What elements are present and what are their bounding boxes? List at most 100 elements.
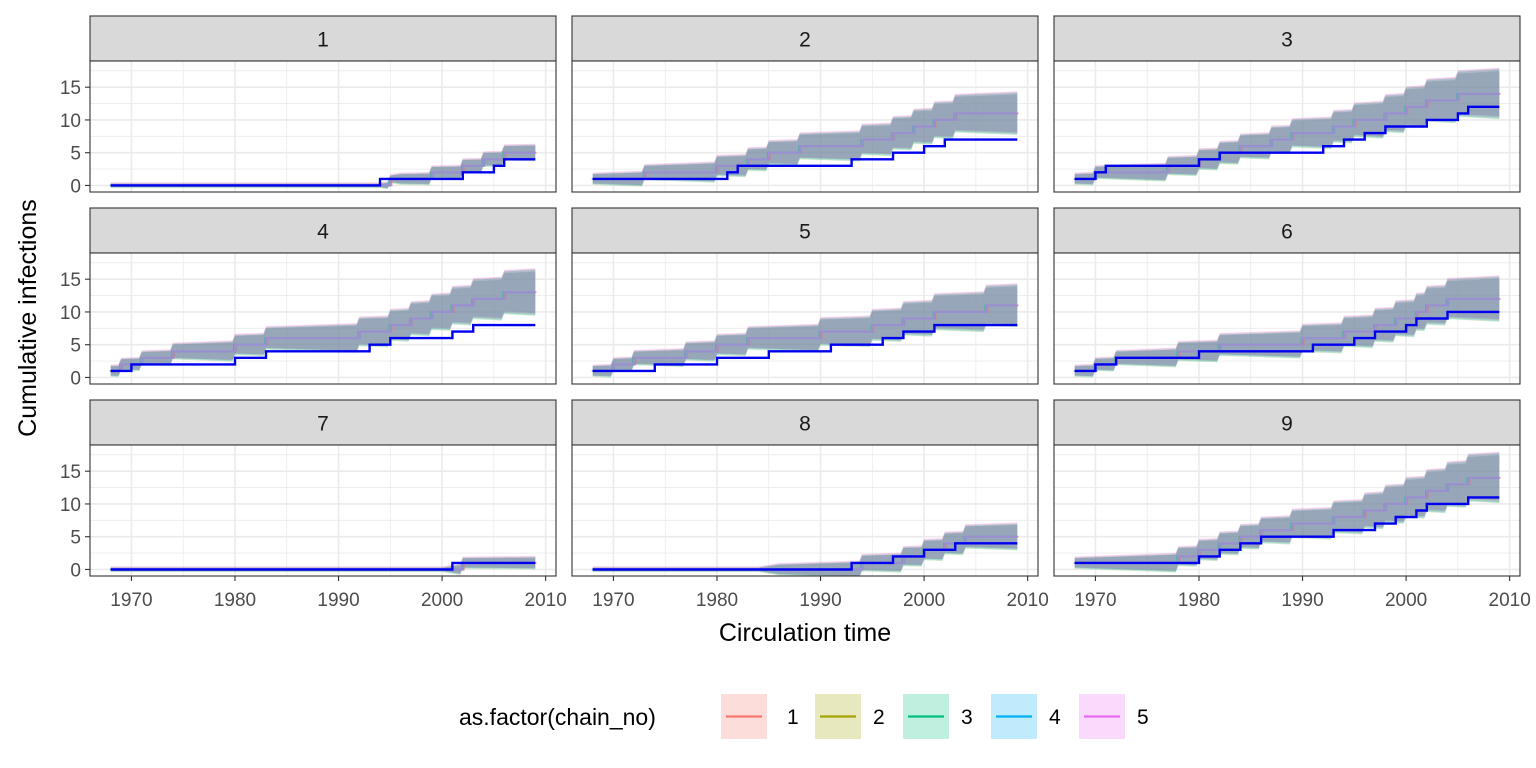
facet-strip-label: 5 bbox=[799, 221, 811, 244]
credible-band-chain-5 bbox=[110, 268, 536, 376]
credible-band-chain-3 bbox=[110, 144, 536, 189]
facet-strip bbox=[571, 399, 1039, 446]
panel-border bbox=[571, 252, 1039, 385]
credible-band-chain-1 bbox=[110, 143, 536, 188]
credible-band-chain-2 bbox=[1074, 453, 1500, 573]
y-tick-label: 15 bbox=[60, 462, 81, 483]
credible-band-chain-1 bbox=[110, 268, 536, 376]
facet-strip bbox=[571, 15, 1039, 62]
observed-line bbox=[592, 542, 1018, 571]
legend-label-2: 2 bbox=[873, 706, 885, 729]
credible-band-chain-2 bbox=[1074, 277, 1500, 378]
legend-title: as.factor(chain_no) bbox=[459, 704, 656, 730]
panel-background bbox=[572, 445, 1038, 576]
x-tick-label: 2010 bbox=[525, 590, 567, 611]
facet-panels: 1 2 3 4 5 6 7 8 9 bbox=[89, 15, 1521, 577]
facet-panel-6: 6 bbox=[1053, 207, 1521, 385]
credible-band-chain-2 bbox=[110, 557, 536, 576]
credible-band-chain-1 bbox=[592, 283, 1018, 376]
y-tick-label: 10 bbox=[60, 303, 81, 324]
panel-background bbox=[572, 61, 1038, 192]
credible-band-chain-5 bbox=[592, 522, 1018, 576]
x-tick-label: 1970 bbox=[110, 590, 152, 611]
panel-border bbox=[89, 252, 557, 385]
panel-background bbox=[572, 253, 1038, 384]
facet-strip bbox=[1053, 399, 1521, 446]
x-axis-label: Circulation time bbox=[719, 619, 891, 647]
panel-background bbox=[90, 445, 556, 576]
legend-label-4: 4 bbox=[1049, 706, 1061, 729]
panel-border bbox=[1053, 60, 1521, 193]
credible-band-chain-4 bbox=[592, 524, 1018, 576]
y-tick-label: 15 bbox=[60, 270, 81, 291]
legend-label-5: 5 bbox=[1137, 706, 1149, 729]
credible-band-chain-3 bbox=[592, 523, 1018, 576]
panel-background bbox=[1054, 445, 1520, 576]
facet-panel-4: 4 bbox=[89, 207, 557, 385]
credible-band-chain-1 bbox=[592, 522, 1018, 576]
y-tick-label: 5 bbox=[70, 144, 81, 165]
x-tick-label: 1970 bbox=[1074, 590, 1116, 611]
credible-band-chain-2 bbox=[592, 285, 1018, 378]
facet-panel-5: 5 bbox=[571, 207, 1039, 385]
panel-content bbox=[1054, 253, 1520, 384]
panel-background bbox=[90, 61, 556, 192]
observed-line bbox=[1074, 496, 1500, 565]
observed-line bbox=[1074, 105, 1500, 181]
observed-line bbox=[110, 561, 536, 571]
credible-band-chain-3 bbox=[592, 284, 1018, 377]
panel-content bbox=[572, 61, 1038, 192]
observed-line bbox=[592, 138, 1018, 181]
y-tick-label: 10 bbox=[60, 495, 81, 516]
credible-band-overlap bbox=[1074, 71, 1500, 185]
x-tick-label: 1980 bbox=[214, 590, 256, 611]
credible-band-chain-5 bbox=[592, 91, 1018, 185]
panel-background bbox=[1054, 61, 1520, 192]
panel-content bbox=[90, 61, 556, 192]
credible-band-overlap bbox=[1074, 455, 1500, 571]
facet-strip-label: 4 bbox=[317, 221, 329, 244]
x-tick-label: 2000 bbox=[421, 590, 463, 611]
median-line-combined bbox=[592, 112, 1018, 180]
median-line-combined bbox=[1074, 476, 1500, 564]
credible-band-chain-4 bbox=[592, 92, 1018, 187]
panel-border bbox=[89, 444, 557, 577]
panel-content bbox=[572, 253, 1038, 384]
credible-band-overlap bbox=[592, 94, 1018, 186]
panel-border bbox=[1053, 444, 1521, 577]
axes: 0 5 10 15 0 5 10 15 0 5 10 15 1970 1980 1990 2000 2010 19… bbox=[60, 78, 1531, 611]
panel-border bbox=[571, 444, 1039, 577]
facet-panel-3: 3 bbox=[1053, 15, 1521, 193]
observed-line bbox=[110, 323, 536, 373]
median-line-combined bbox=[110, 291, 536, 372]
facet-strip bbox=[1053, 15, 1521, 62]
credible-band-overlap bbox=[110, 271, 536, 376]
facet-panel-8: 8 bbox=[571, 399, 1039, 577]
credible-band-overlap bbox=[110, 145, 536, 189]
panel-content bbox=[90, 445, 556, 576]
x-tick-label: 1980 bbox=[1178, 590, 1220, 611]
observed-line bbox=[110, 158, 536, 187]
panel-content bbox=[1054, 61, 1520, 192]
credible-band-chain-2 bbox=[592, 524, 1018, 576]
facet-strip-label: 7 bbox=[317, 413, 329, 436]
y-tick-label: 5 bbox=[70, 336, 81, 357]
credible-band-chain-4 bbox=[592, 284, 1018, 378]
credible-band-chain-5 bbox=[1074, 67, 1500, 184]
credible-band-chain-1 bbox=[592, 91, 1018, 185]
credible-band-chain-3 bbox=[110, 269, 536, 377]
panel-border bbox=[89, 60, 557, 193]
x-tick-label: 2000 bbox=[903, 590, 945, 611]
x-tick-label: 1990 bbox=[1281, 590, 1323, 611]
credible-band-chain-3 bbox=[592, 92, 1018, 186]
facet-strip bbox=[89, 207, 557, 254]
facet-strip bbox=[89, 15, 557, 62]
observed-line bbox=[592, 323, 1018, 373]
x-tick-label: 2000 bbox=[1385, 590, 1427, 611]
credible-band-chain-2 bbox=[592, 93, 1018, 187]
facet-panel-1: 1 bbox=[89, 15, 557, 193]
y-tick-label: 5 bbox=[70, 528, 81, 549]
observed-line bbox=[1074, 310, 1500, 373]
credible-band-chain-4 bbox=[1074, 69, 1500, 186]
x-tick-label: 1990 bbox=[799, 590, 841, 611]
